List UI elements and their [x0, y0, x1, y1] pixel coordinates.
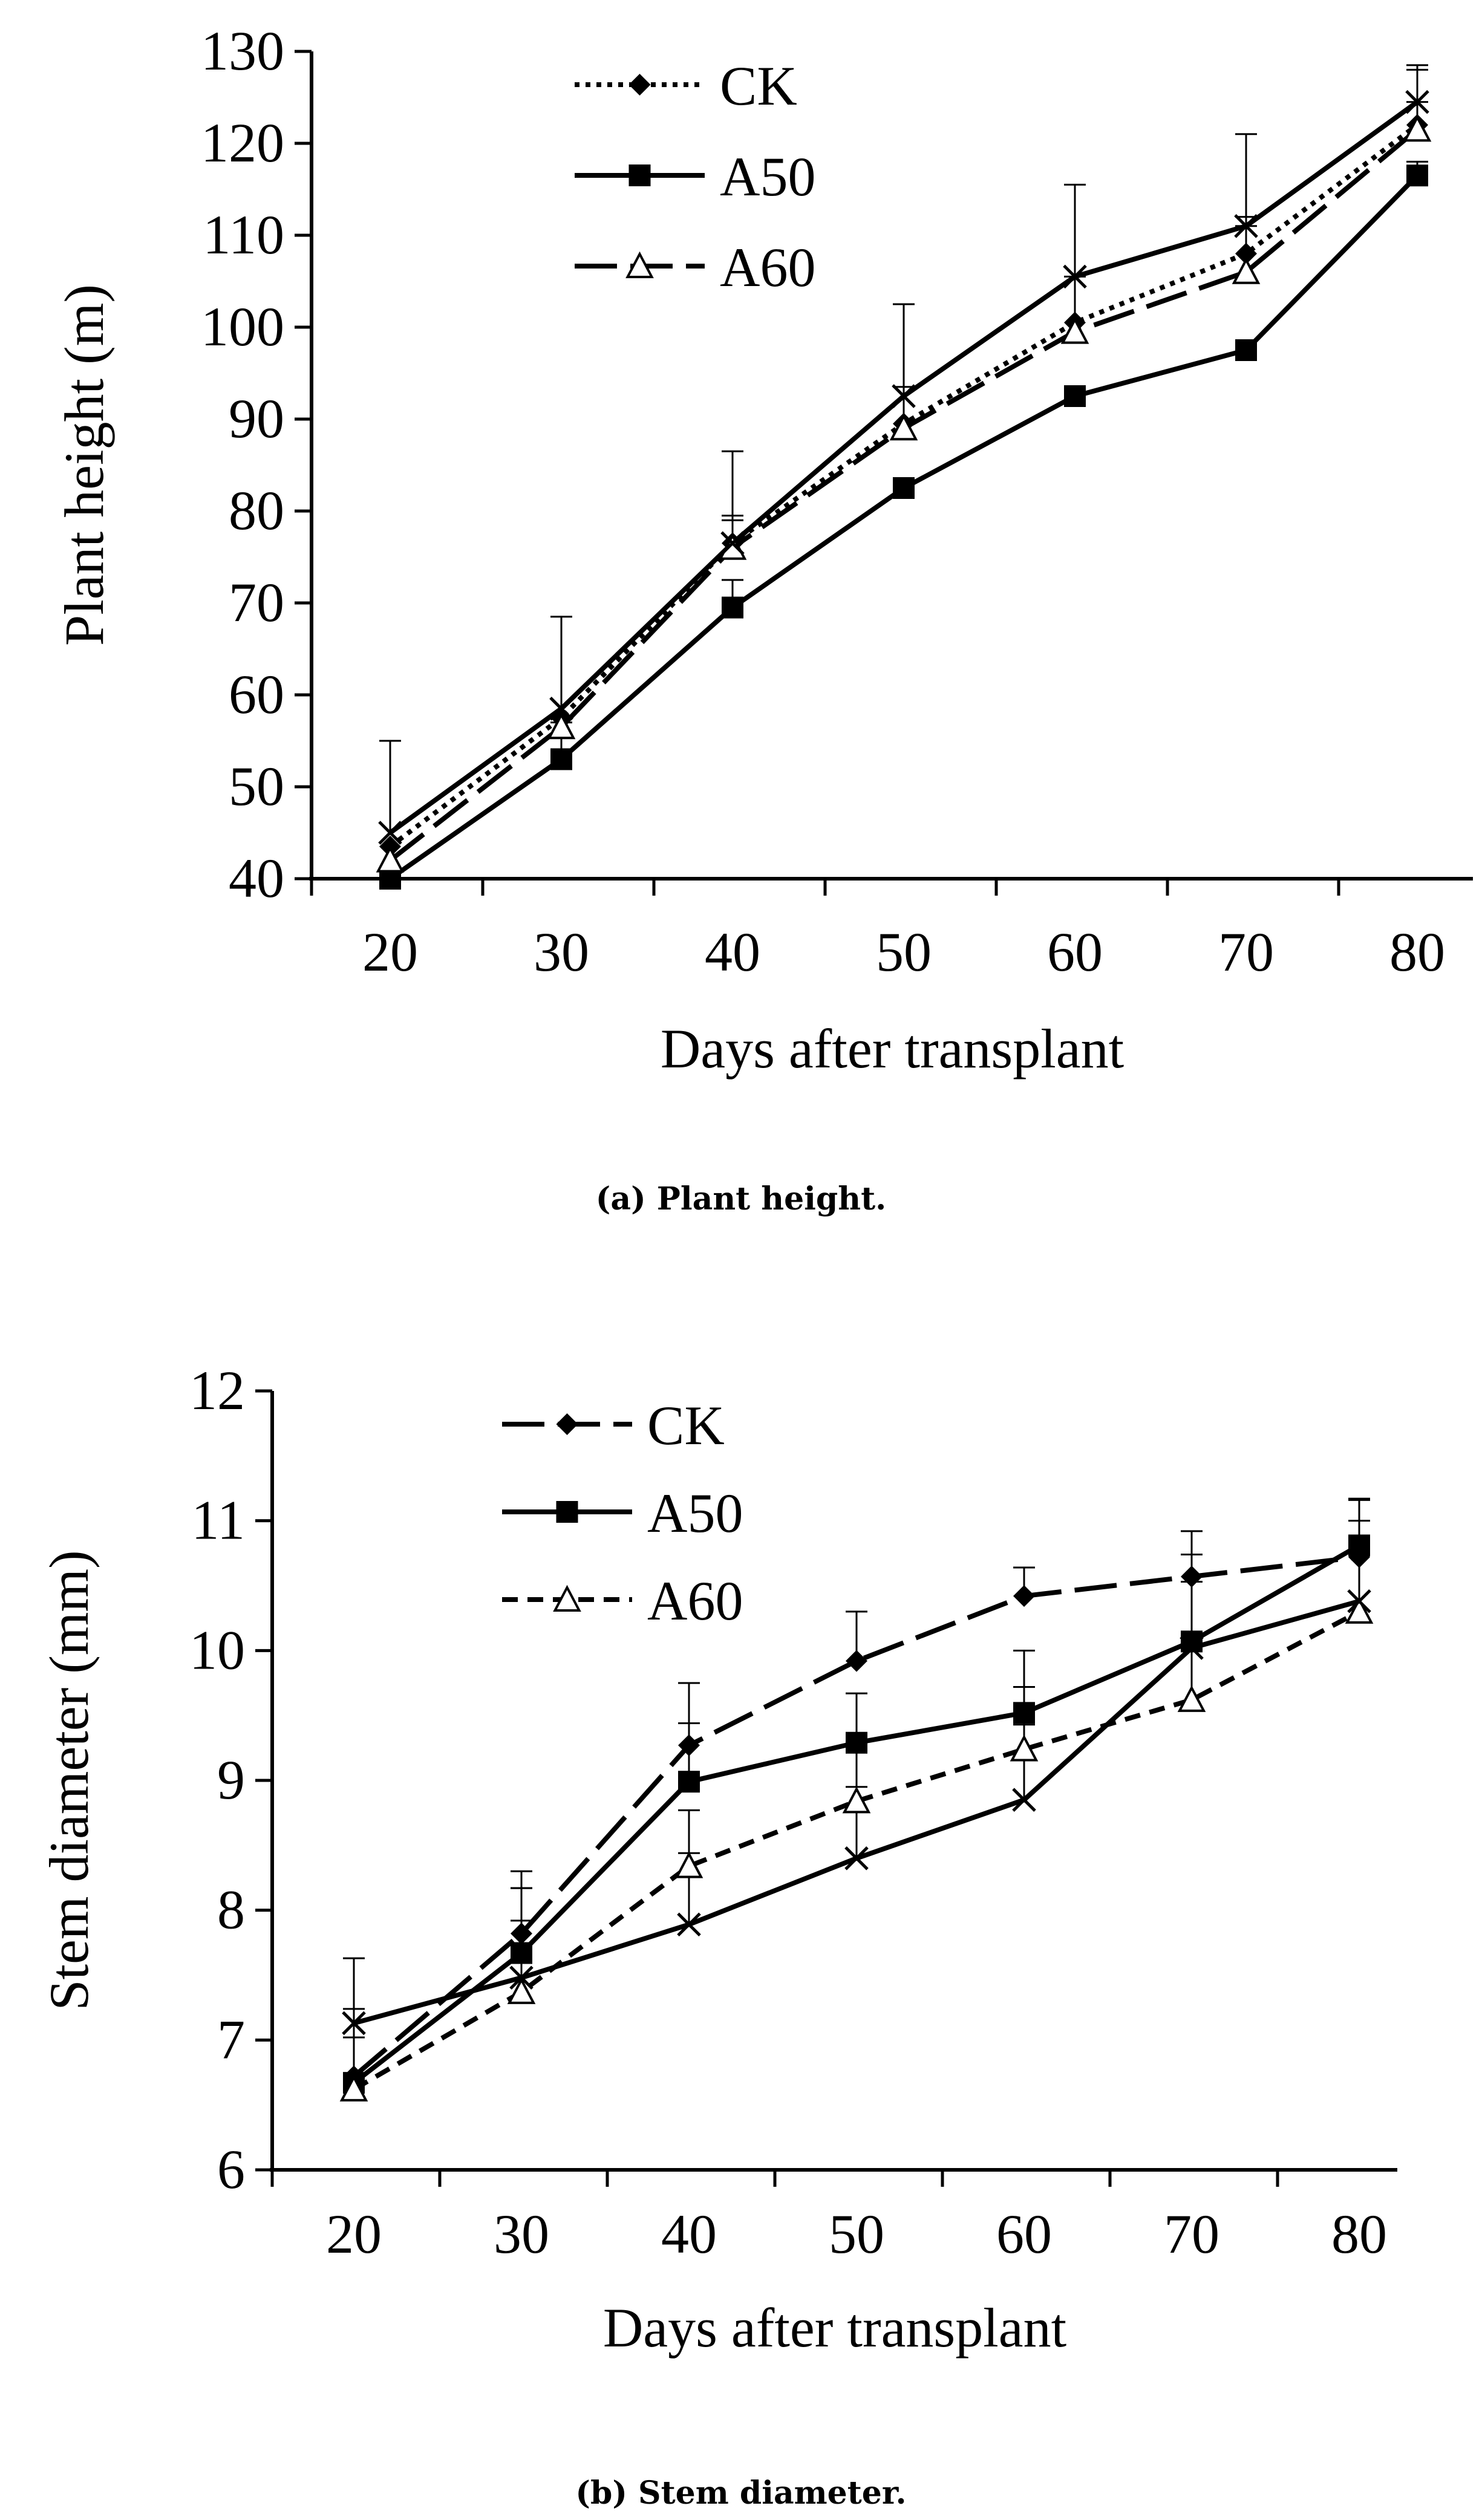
chart2-y-tick-label: 8: [217, 1879, 245, 1941]
chart2-point-ck: [1013, 1585, 1035, 1607]
chart1-x-tick-label: 20: [362, 921, 418, 983]
chart1-point-extra: [892, 384, 916, 408]
chart1-point-a50: [550, 748, 572, 770]
chart2-point-extra: [509, 1965, 534, 1990]
chart2-x-tick-label: 50: [829, 2203, 884, 2265]
chart2-legend-label-a60: A60: [647, 1570, 743, 1632]
chart1-legend-marker-a50: [628, 164, 651, 186]
chart1-point-a50: [1064, 385, 1086, 407]
chart1-point-a60: [889, 413, 918, 441]
chart1-y-tick-label: 90: [229, 388, 284, 449]
chart2-legend-label-a50: A50: [647, 1482, 743, 1544]
chart2-point-ck: [678, 1734, 700, 1757]
chart2-point-ck: [846, 1650, 867, 1672]
chart1-y-tick-label: 80: [229, 480, 284, 541]
chart2-point-ck: [1181, 1565, 1203, 1587]
chart2-legend-label-ck: CK: [647, 1395, 725, 1456]
chart1-point-ck: [1235, 243, 1257, 265]
chart1-legend-label-a50: A50: [720, 146, 815, 207]
chart1-x-tick-label: 40: [705, 921, 760, 983]
chart1-series-line-extra: [388, 100, 1419, 835]
chart2-legend-marker-ck: [556, 1413, 578, 1435]
chart1-x-tick-label: 50: [876, 921, 932, 983]
chart1-legend-marker-ck: [628, 74, 651, 96]
chart1-y-tick-label: 110: [203, 204, 284, 265]
chart2-point-a60: [507, 1977, 536, 2004]
chart2-point-a50: [678, 1771, 700, 1793]
chart1-series-line-a50: [388, 174, 1419, 881]
chart1-y-tick-label: 100: [201, 296, 284, 357]
chart2-point-extra: [677, 1912, 701, 1937]
chart1-point-a50: [722, 596, 743, 619]
chart2-y-tick-label: 7: [217, 2008, 245, 2070]
chart2-legend-marker-a50: [556, 1501, 578, 1523]
chart1-y-tick-label: 120: [201, 112, 284, 174]
chart2-x-axis-label: Days after transplant: [603, 2297, 1067, 2359]
chart2-point-ck: [511, 1923, 532, 1945]
chart2-point-extra: [1180, 1636, 1204, 1660]
chart1-legend-marker-a60: [625, 251, 654, 278]
chart2-x-tick-label: 20: [326, 2203, 382, 2265]
chart2-point-a50: [846, 1731, 867, 1754]
chart1-y-tick-label: 60: [229, 663, 284, 725]
chart2-point-a60: [1177, 1685, 1206, 1712]
chart1-point-a60: [1232, 257, 1261, 284]
chart1-point-a60: [547, 712, 576, 740]
chart2-point-a60: [674, 1851, 703, 1878]
chart2-point-extra: [1347, 1589, 1371, 1613]
chart2-caption: (b) Stem diameter.: [575, 2475, 906, 2512]
chart2-point-extra: [342, 2011, 366, 2036]
chart2-y-tick-label: 9: [217, 1749, 245, 1811]
chart1-point-extra: [1234, 214, 1258, 238]
chart1-y-tick-label: 70: [229, 571, 284, 633]
chart2-point-a50: [1348, 1534, 1370, 1557]
chart2-point-a50: [511, 1942, 532, 1964]
chart2-legend-marker-a60: [553, 1584, 581, 1612]
chart1-point-extra: [1405, 90, 1429, 114]
chart1-y-tick-label: 130: [201, 20, 284, 82]
chart1-y-axis-label: Plant height (m): [53, 284, 115, 646]
chart1-point-extra: [549, 697, 573, 721]
chart2-x-tick-label: 70: [1164, 2203, 1219, 2265]
chart2-point-a60: [1345, 1597, 1374, 1624]
chart1-point-extra: [378, 821, 402, 845]
chart1-legend-label-a60: A60: [720, 236, 815, 298]
chart2-point-a60: [339, 2074, 368, 2102]
chart1-caption: (a) Plant height.: [596, 1180, 886, 1217]
chart2-point-extra: [844, 1846, 869, 1870]
chart2-x-tick-label: 80: [1331, 2203, 1387, 2265]
chart1-point-extra: [720, 531, 745, 555]
chart1-point-extra: [1063, 264, 1087, 289]
chart2-point-a50: [1013, 1702, 1035, 1724]
chart1-x-tick-label: 60: [1047, 921, 1103, 983]
chart1-x-axis-label: Days after transplant: [661, 1018, 1125, 1079]
chart1-point-a60: [1403, 114, 1432, 142]
chart2-y-tick-label: 10: [189, 1619, 245, 1681]
chart2-x-tick-label: 60: [996, 2203, 1052, 2265]
chart1-point-a60: [1060, 317, 1089, 344]
chart1-x-tick-label: 70: [1218, 921, 1274, 983]
chart1-y-tick-label: 40: [229, 847, 284, 909]
chart2-point-extra: [1012, 1788, 1036, 1812]
chart2-y-axis-label: Stem diameter (mm): [38, 1550, 100, 2010]
chart2-x-tick-label: 30: [494, 2203, 549, 2265]
chart1-point-a50: [893, 477, 915, 499]
chart2-y-tick-label: 6: [217, 2138, 245, 2200]
chart1-legend-label-ck: CK: [720, 55, 797, 117]
chart1-x-tick-label: 80: [1389, 921, 1445, 983]
chart2-y-tick-label: 12: [189, 1359, 245, 1421]
chart1-y-tick-label: 50: [229, 755, 284, 817]
chart2-point-a60: [842, 1786, 871, 1814]
chart1-point-a50: [1406, 164, 1428, 187]
chart2-y-tick-label: 11: [191, 1490, 245, 1551]
chart2-x-tick-label: 40: [661, 2203, 717, 2265]
chart1-point-a60: [376, 845, 405, 873]
chart2-point-a60: [1010, 1734, 1039, 1762]
chart1-x-tick-label: 30: [534, 921, 589, 983]
chart1-point-a50: [1235, 339, 1257, 361]
